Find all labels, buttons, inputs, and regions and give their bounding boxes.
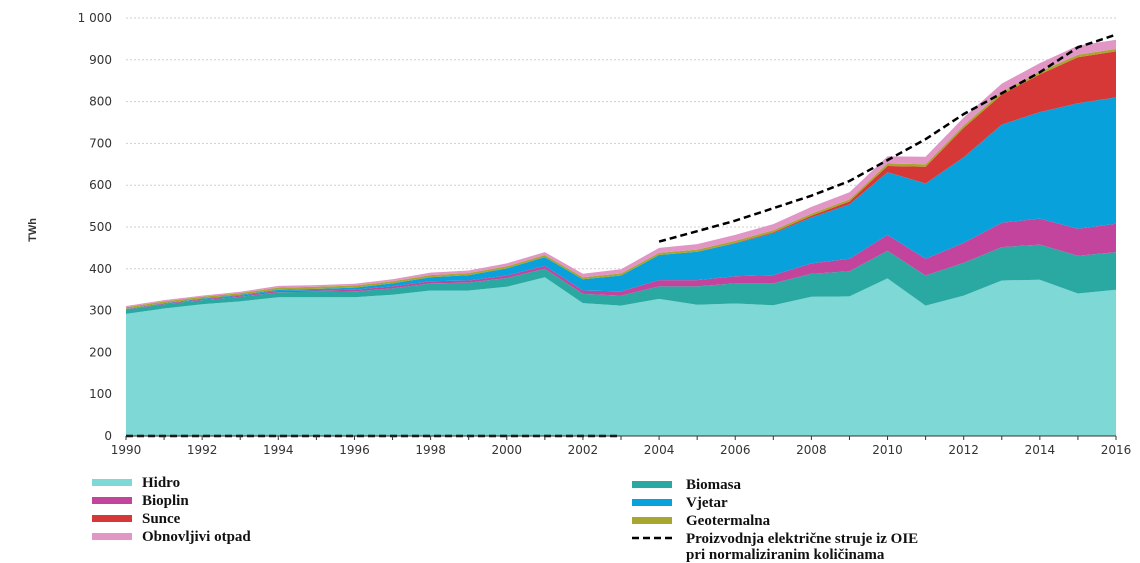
x-tick-label: 1990 (111, 443, 142, 457)
x-tick-label: 2010 (872, 443, 903, 457)
legend-label-geotermalna: Geotermalna (686, 513, 771, 529)
area-biomasa (126, 244, 1116, 314)
y-tick-label: 100 (89, 387, 112, 401)
x-tick-label: 1996 (339, 443, 370, 457)
x-tick-label: 1992 (187, 443, 218, 457)
x-tick-label: 2004 (644, 443, 675, 457)
legend-label-obnovljivi-otpad: Obnovljivi otpad (142, 529, 251, 545)
y-tick-label: 500 (89, 220, 112, 234)
y-tick-label: 400 (89, 262, 112, 276)
legend: Hidro Bioplin Sunce Obnovljivi otpad Biomasa… (92, 475, 918, 563)
x-tick-label: 2012 (948, 443, 979, 457)
x-tick-label: 1994 (263, 443, 294, 457)
y-tick-label: 0 (104, 429, 112, 443)
legend-swatch-biomasa (632, 481, 672, 488)
y-tick-label: 300 (89, 304, 112, 318)
y-axis-label: TWh (27, 218, 39, 242)
axes: 0 100 200 300 400 500 600 700 800 900 1 000 1990 199… (78, 11, 1132, 457)
legend-label-vjetar: Vjetar (686, 495, 728, 511)
normalized-production-line (658, 33, 1117, 243)
x-tick-label: 2002 (568, 443, 599, 457)
legend-swatch-sunce (92, 515, 132, 522)
legend-label-bioplin: Bioplin (142, 493, 189, 509)
area-vjetar (126, 97, 1116, 310)
legend-label-hidro: Hidro (142, 475, 180, 491)
x-tick-label: 1998 (415, 443, 446, 457)
area-sunce (126, 51, 1116, 309)
y-tick-label: 600 (89, 178, 112, 192)
legend-swatch-obnovljivi-otpad (92, 533, 132, 540)
legend-swatch-hidro (92, 479, 132, 486)
y-tick-label: 700 (89, 136, 112, 150)
y-tick-label: 800 (89, 95, 112, 109)
legend-label-normalized-production: pri normaliziranim količinama (686, 547, 885, 563)
stacked-areas (126, 39, 1116, 436)
area-hidro (126, 277, 1116, 436)
y-tick-label: 200 (89, 345, 112, 359)
legend-label-sunce: Sunce (142, 511, 181, 527)
x-tick-label: 2000 (491, 443, 522, 457)
x-tick-label: 2014 (1025, 443, 1056, 457)
legend-swatch-vjetar (632, 499, 672, 506)
x-tick-label: 2008 (796, 443, 827, 457)
y-tick-label: 900 (89, 53, 112, 67)
legend-label-biomasa: Biomasa (686, 477, 742, 493)
legend-swatch-bioplin (92, 497, 132, 504)
legend-swatch-geotermalna (632, 517, 672, 524)
x-tick-label: 2006 (720, 443, 751, 457)
x-tick-label: 2016 (1101, 443, 1132, 457)
area-bioplin (126, 218, 1116, 310)
y-tick-label: 1 000 (78, 11, 112, 25)
legend-label-normalized-production: Proizvodnja električne struje iz OIE (686, 531, 918, 547)
